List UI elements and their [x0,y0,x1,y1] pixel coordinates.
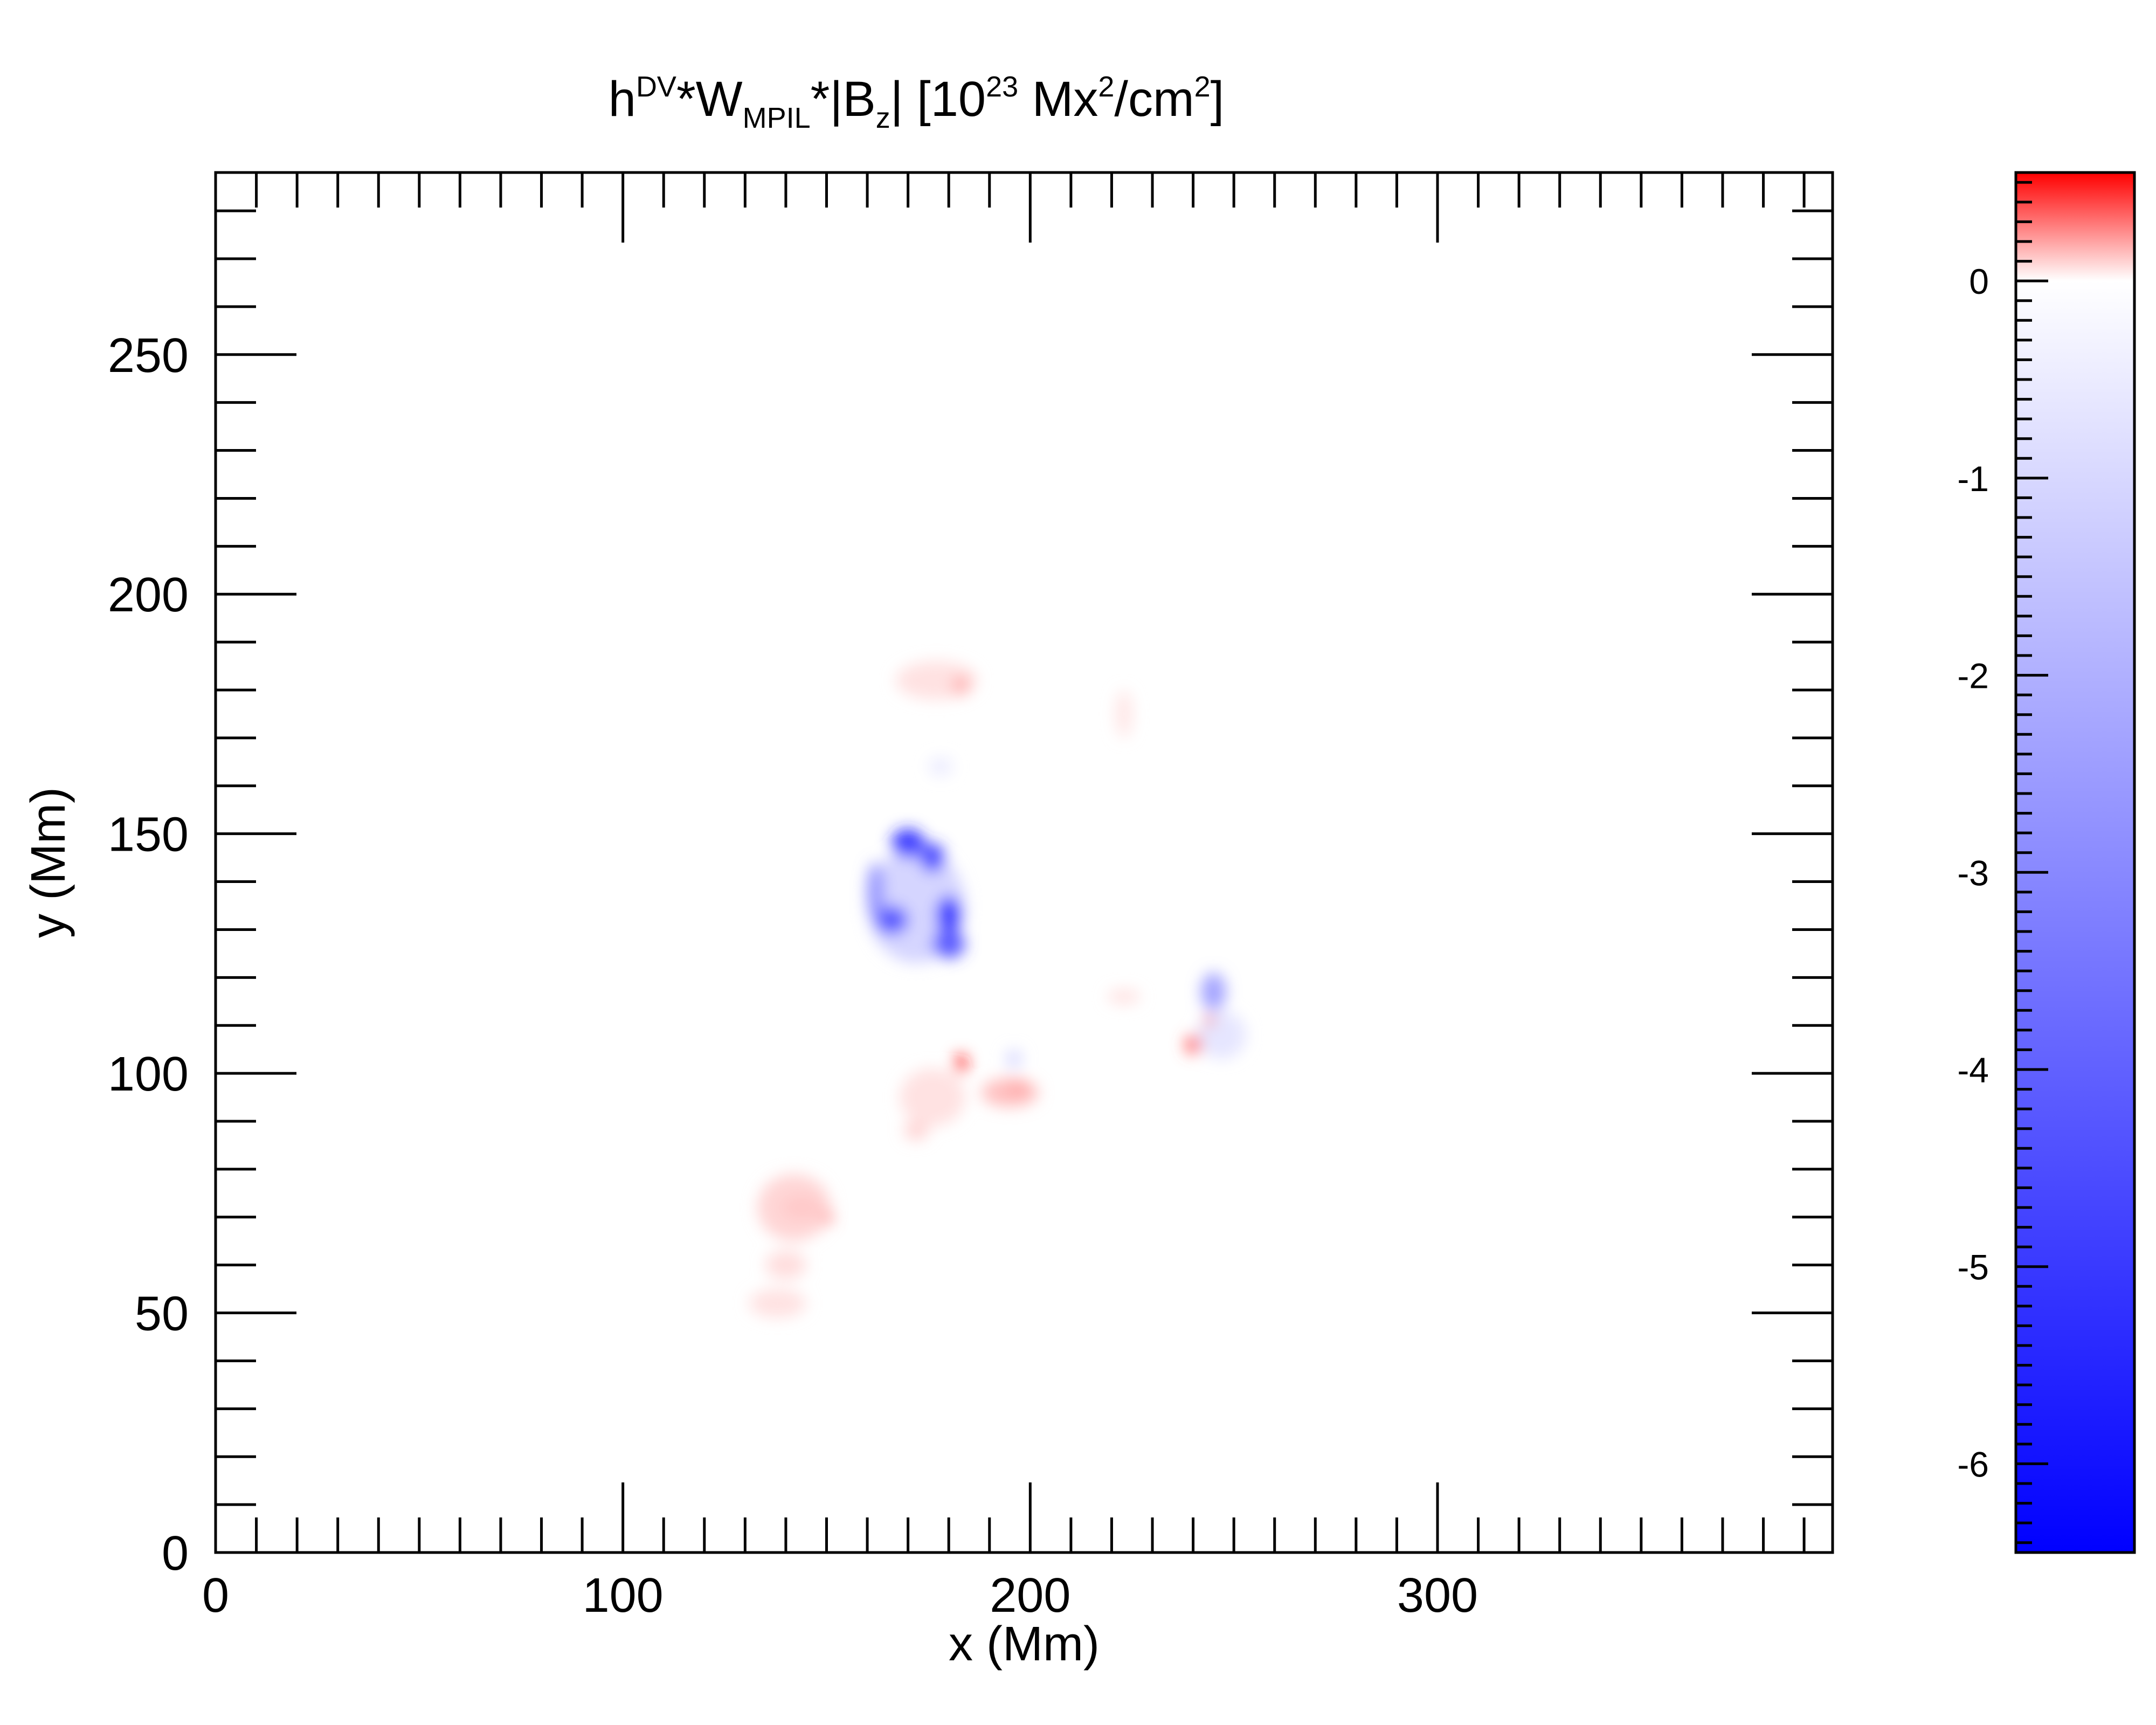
heatmap-cell [1201,972,1226,1011]
heatmap-cell [1185,1035,1201,1054]
heatmap-cell [1197,1011,1246,1059]
y-tick-label: 200 [108,568,189,622]
heatmap-cell [955,1054,968,1074]
x-tick-label: 300 [1397,1569,1478,1623]
y-tick-label: 150 [108,808,189,862]
colorbar-tick-label: -1 [1957,459,1989,499]
heatmap-cell [981,1078,1039,1107]
x-tick-label: 200 [990,1569,1070,1623]
heatmap-cell [757,1174,831,1241]
heatmap-cell [1005,1049,1022,1069]
y-tick-label: 100 [108,1047,189,1101]
y-tick-label: 50 [135,1287,189,1341]
colorbar-tick-label: -5 [1957,1247,1989,1287]
heatmap-cell [952,675,969,695]
y-axis-title: y (Mm) [22,787,75,938]
heatmap-cell [867,862,884,920]
colorbar-tick-label: 0 [1969,261,1989,301]
heatmap-cell [936,896,961,935]
heatmap-cell [904,1121,929,1141]
heatmap-cell [920,843,945,872]
plot-area [216,172,1833,1552]
heatmap-cell [932,929,965,958]
heatmap-cell [1107,989,1141,1004]
heatmap-cell [928,757,953,776]
heatmap-cell [875,906,908,935]
colorbar-tick-label: -4 [1957,1050,1989,1090]
heatmap-cell [1116,690,1132,738]
x-axis-title: x (Mm) [949,1617,1100,1671]
chart-title: hDV*WMPIL*|Bz| [1023 Mx2/cm2] [608,71,1225,134]
colorbar-tick-label: -2 [1957,656,1989,696]
x-tick-label: 0 [202,1569,229,1623]
colorbar-scale [2014,171,2136,1554]
heatmap-cell [749,1289,806,1318]
y-tick-label: 250 [108,329,189,383]
plot-axes: 0 100 200 300 0 50 100 150 200 250 [108,172,1833,1623]
heatmap-cell [892,829,924,858]
colorbar-tick-label: -3 [1957,853,1989,893]
heatmap-field [749,661,1246,1318]
colorbar-ticks: 0 -1 -2 -3 -4 -5 -6 [1957,181,2048,1544]
y-tick-label: 0 [162,1527,189,1581]
colorbar-tick-label: -6 [1957,1444,1989,1484]
heatmap-cell [900,1068,965,1126]
heatmap-cell [765,1251,806,1280]
plot-frame [214,171,1834,1554]
heatmap-cell [1205,1016,1214,1026]
x-tick-label: 100 [583,1569,664,1623]
colorbar: 0 -1 -2 -3 -4 -5 -6 [1957,171,2136,1554]
